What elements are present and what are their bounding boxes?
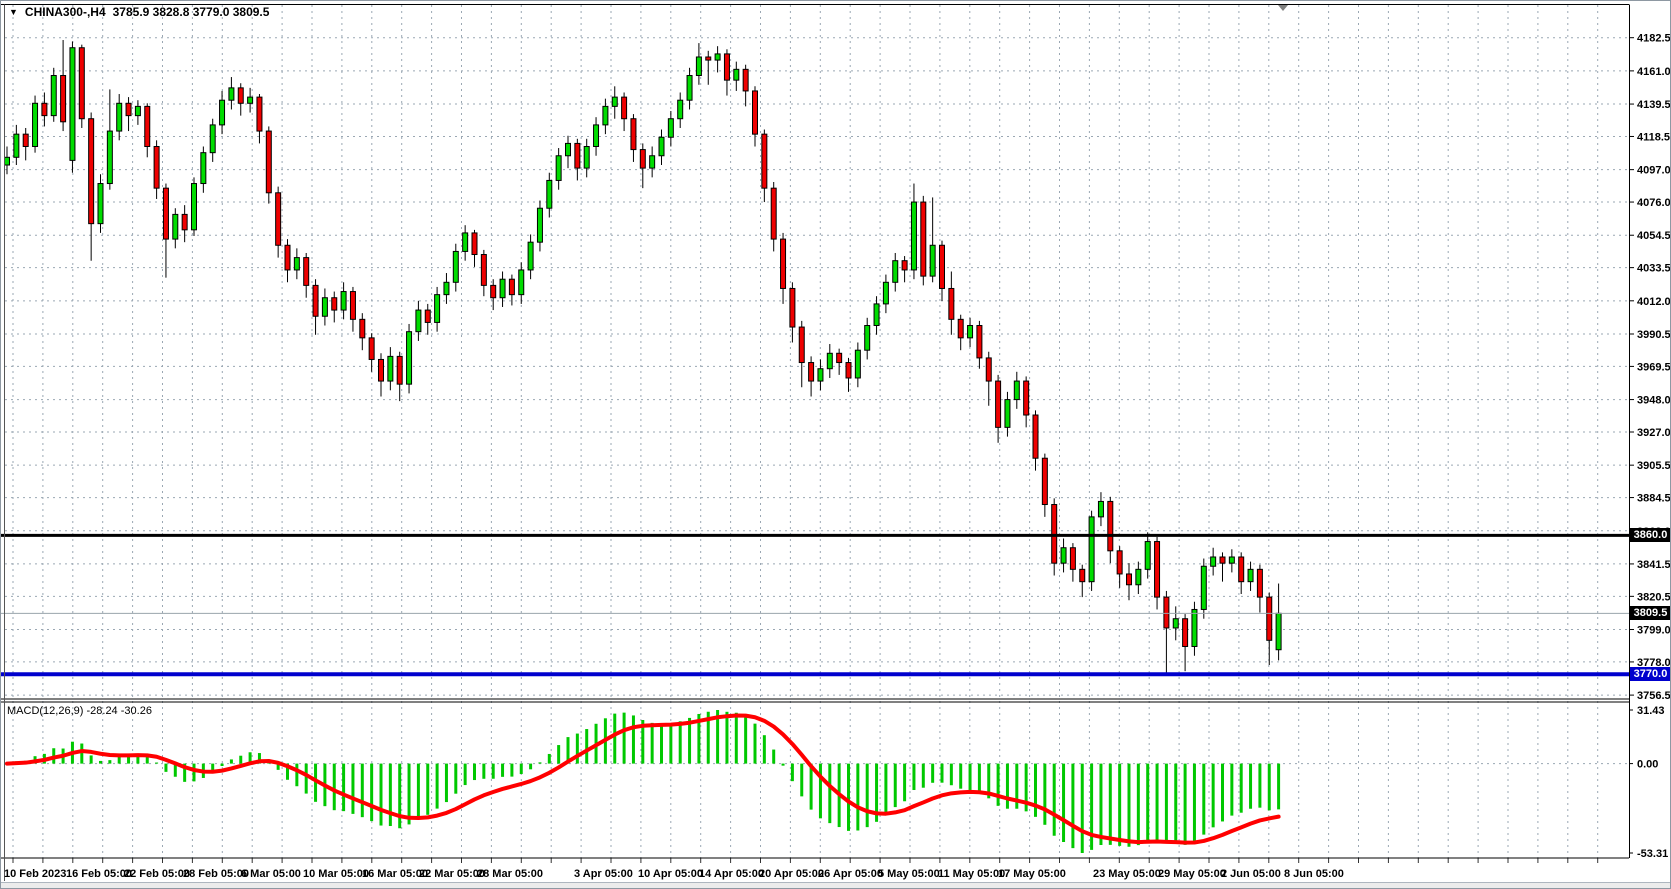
date-axis-label: 14 Apr 05:00 <box>699 868 764 880</box>
macd-signal-value: -30.26 <box>120 705 152 717</box>
support-line-price-badge: 3770.0 <box>1630 667 1670 682</box>
date-axis-label: 20 Apr 05:00 <box>759 868 824 880</box>
time-axis[interactable] <box>1 859 1629 882</box>
date-axis-label: 28 Feb 05:00 <box>183 868 249 880</box>
price-axis-label: 3969.5 <box>1637 361 1671 373</box>
chart-title: ▼ CHINA300-,H4 3785.9 3828.8 3779.0 3809… <box>9 5 269 19</box>
resistance-line-price-badge: 3860.0 <box>1630 528 1670 543</box>
date-axis-label: 29 May 05:00 <box>1158 868 1226 880</box>
chart-title-symbol: CHINA300-,H4 <box>24 5 106 19</box>
date-axis-label: 6 Mar 05:00 <box>241 868 301 880</box>
date-axis-label: 3 Apr 05:00 <box>574 868 633 880</box>
date-axis-label: 23 May 05:00 <box>1093 868 1161 880</box>
date-axis-label: 17 May 05:00 <box>998 868 1066 880</box>
price-axis-label: 3841.5 <box>1637 559 1671 571</box>
date-axis-label: 22 Mar 05:00 <box>419 868 485 880</box>
chart-title-ohlc: 3785.9 3828.8 3779.0 3809.5 <box>112 5 270 19</box>
chart-shift-marker-icon <box>1278 5 1288 11</box>
price-axis-label: 4076.0 <box>1637 197 1671 209</box>
price-axis-label: 4012.0 <box>1637 296 1671 308</box>
price-axis-label: 3820.5 <box>1637 591 1671 603</box>
date-axis-label: 26 Apr 05:00 <box>818 868 883 880</box>
price-axis-label: 3905.5 <box>1637 460 1671 472</box>
price-axis-label: 4097.0 <box>1637 165 1671 177</box>
price-axis-label: 3948.0 <box>1637 395 1671 407</box>
symbol-dropdown-icon[interactable]: ▼ <box>9 7 18 17</box>
price-axis-label: 3778.0 <box>1637 657 1671 669</box>
macd-main-value: -28.24 <box>86 705 118 717</box>
date-axis-label: 28 Mar 05:00 <box>477 868 543 880</box>
candlesticks <box>4 40 1282 675</box>
date-axis-label: 16 Feb 05:00 <box>66 868 132 880</box>
price-axis-label: 4118.5 <box>1637 131 1670 143</box>
date-axis-label: 10 Feb 2023 <box>4 868 66 880</box>
price-axis-label: 4139.5 <box>1637 99 1671 111</box>
date-axis-label: 11 May 05:00 <box>938 868 1005 880</box>
price-axis-label: 4054.5 <box>1637 230 1671 242</box>
date-axis-label: 22 Feb 05:00 <box>124 868 190 880</box>
bottom-strip <box>1 882 1670 888</box>
current-price-badge: 3809.5 <box>1630 606 1670 621</box>
macd-name: MACD(12,26,9) <box>7 705 84 717</box>
date-axis-label: 5 May 05:00 <box>878 868 940 880</box>
price-axis-label: 3884.5 <box>1637 493 1671 505</box>
price-axis[interactable] <box>1630 5 1670 858</box>
price-axis-label: 3799.0 <box>1637 625 1671 637</box>
macd-axis-label: -53.31 <box>1637 848 1668 860</box>
price-axis-label: 3990.5 <box>1637 329 1671 341</box>
date-axis-label: 10 Apr 05:00 <box>638 868 703 880</box>
price-axis-label: 3756.5 <box>1637 690 1671 702</box>
price-axis-label: 4182.5 <box>1637 33 1671 45</box>
macd-signal-line <box>5 713 1281 845</box>
price-axis-label: 4033.5 <box>1637 263 1671 275</box>
date-axis-label: 16 Mar 05:00 <box>362 868 428 880</box>
macd-axis-label: 31.43 <box>1637 705 1665 717</box>
price-axis-label: 3927.0 <box>1637 427 1671 439</box>
date-axis-label: 8 Jun 05:00 <box>1284 868 1344 880</box>
price-axis-label: 4161.0 <box>1637 66 1671 78</box>
date-axis-label: 2 Jun 05:00 <box>1221 868 1281 880</box>
macd-indicator-label: MACD(12,26,9) -28.24 -30.26 <box>7 705 152 717</box>
macd-axis-label: 0.00 <box>1637 759 1658 771</box>
date-axis-label: 10 Mar 05:00 <box>303 868 369 880</box>
